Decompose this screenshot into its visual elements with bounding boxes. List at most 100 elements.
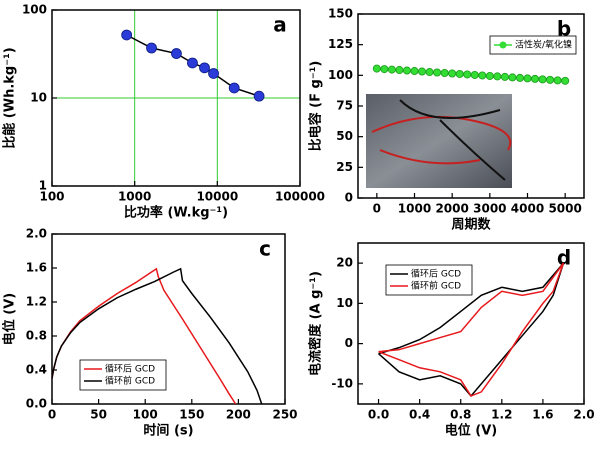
data-point bbox=[146, 42, 157, 54]
x-tick-label: 3000 bbox=[473, 202, 506, 216]
data-point bbox=[485, 71, 494, 80]
y-tick-label: 0.0 bbox=[26, 397, 47, 411]
legend-label: 循环前 GCD bbox=[105, 375, 155, 387]
legend-label: 活性炭/氧化镍 bbox=[515, 39, 572, 51]
x-axis-label: 比功率 (W.kg⁻¹) bbox=[124, 205, 228, 221]
legend-label: 循环前 GCD bbox=[411, 280, 461, 292]
data-point bbox=[515, 73, 524, 82]
panel-label: b bbox=[557, 17, 571, 41]
legend-marker bbox=[499, 41, 507, 49]
data-point bbox=[199, 62, 210, 74]
y-tick-label: 150 bbox=[328, 7, 353, 21]
y-axis-label: 比能 (Wh.kg⁻¹) bbox=[2, 47, 18, 148]
y-tick-label: 2.0 bbox=[26, 227, 47, 241]
data-point bbox=[208, 68, 219, 79]
y-tick-label: 10 bbox=[336, 296, 353, 310]
x-tick-label: 50 bbox=[90, 408, 107, 422]
data-point bbox=[478, 71, 487, 80]
data-point bbox=[523, 74, 532, 83]
data-point bbox=[531, 74, 540, 83]
y-tick-label: 0.8 bbox=[26, 329, 47, 343]
x-tick-label: 150 bbox=[179, 408, 204, 422]
y-tick-label: 75 bbox=[336, 99, 353, 113]
y-tick-label: 1 bbox=[39, 179, 47, 193]
x-tick-label: 100 bbox=[133, 408, 158, 422]
y-tick-label: 0.4 bbox=[26, 363, 47, 377]
y-tick-label: 25 bbox=[336, 160, 353, 174]
x-axis-label: 电位 (V) bbox=[445, 423, 497, 439]
x-tick-label: 1000 bbox=[398, 202, 431, 216]
legend-label: 循环后 GCD bbox=[411, 268, 461, 280]
x-axis-label: 周期数 bbox=[451, 217, 491, 233]
x-tick-label: 250 bbox=[272, 408, 297, 422]
data-point bbox=[553, 76, 562, 85]
y-tick-label: 50 bbox=[336, 129, 353, 143]
y-tick-label: 100 bbox=[328, 68, 353, 82]
data-point bbox=[387, 65, 396, 74]
data-point bbox=[493, 72, 502, 81]
data-point bbox=[121, 29, 133, 41]
x-tick-label: 10000 bbox=[196, 190, 238, 204]
y-tick-label: 125 bbox=[328, 37, 353, 51]
x-tick-label: 0.0 bbox=[368, 408, 389, 422]
y-tick-label: 100 bbox=[22, 3, 47, 17]
data-point bbox=[418, 67, 427, 76]
x-tick-label: 0.8 bbox=[450, 408, 471, 422]
data-point bbox=[425, 68, 434, 77]
data-point bbox=[410, 67, 419, 76]
inset-photo bbox=[366, 94, 512, 188]
panel-label: a bbox=[273, 13, 287, 37]
y-tick-label: 10 bbox=[30, 91, 47, 105]
series-line bbox=[378, 262, 565, 397]
y-tick-label: 0 bbox=[345, 191, 353, 205]
series-line bbox=[378, 262, 565, 398]
x-tick-label: 200 bbox=[226, 408, 251, 422]
data-point bbox=[500, 72, 509, 81]
data-point bbox=[470, 70, 479, 79]
data-point bbox=[440, 69, 449, 78]
y-tick-label: -10 bbox=[331, 376, 353, 390]
legend-box bbox=[79, 359, 167, 391]
x-tick-label: 0.4 bbox=[409, 408, 430, 422]
x-tick-label: 2.0 bbox=[573, 408, 594, 422]
x-tick-label: 0 bbox=[48, 408, 56, 422]
data-point bbox=[395, 66, 404, 75]
data-point bbox=[372, 64, 381, 73]
data-point bbox=[187, 57, 198, 69]
data-point bbox=[455, 69, 464, 78]
x-tick-label: 100000 bbox=[275, 190, 325, 204]
panel-label: d bbox=[557, 246, 571, 270]
x-tick-label: 5000 bbox=[548, 202, 581, 216]
x-tick-label: 4000 bbox=[511, 202, 544, 216]
y-tick-label: 1.6 bbox=[26, 261, 47, 275]
legend-label: 循环后 GCD bbox=[105, 363, 155, 375]
data-point bbox=[508, 73, 517, 82]
legend-box bbox=[489, 35, 577, 55]
y-tick-label: 20 bbox=[336, 256, 353, 270]
inset-photo-wires bbox=[399, 99, 506, 181]
x-tick-label: 1000 bbox=[118, 190, 151, 204]
data-point bbox=[433, 68, 442, 77]
data-point bbox=[171, 48, 182, 59]
plot-frame bbox=[357, 13, 585, 199]
x-tick-label: 100 bbox=[39, 190, 64, 204]
data-point bbox=[402, 66, 411, 75]
x-tick-label: 0 bbox=[373, 202, 381, 216]
x-tick-label: 2000 bbox=[435, 202, 468, 216]
data-point bbox=[380, 65, 389, 74]
series-line bbox=[51, 267, 263, 405]
data-point bbox=[228, 82, 240, 94]
inset-photo-wires bbox=[371, 115, 512, 165]
y-axis-label: 比电容 (F g⁻¹) bbox=[308, 61, 324, 152]
data-point bbox=[538, 75, 547, 84]
data-point bbox=[561, 76, 570, 85]
x-axis-label: 时间 (s) bbox=[143, 423, 193, 439]
y-tick-label: 0 bbox=[345, 336, 353, 350]
plot-frame bbox=[51, 233, 286, 405]
x-tick-label: 1.2 bbox=[491, 408, 512, 422]
legend-box bbox=[385, 264, 473, 296]
data-point bbox=[463, 70, 472, 79]
plot-frame bbox=[357, 242, 585, 405]
data-point bbox=[448, 69, 457, 78]
